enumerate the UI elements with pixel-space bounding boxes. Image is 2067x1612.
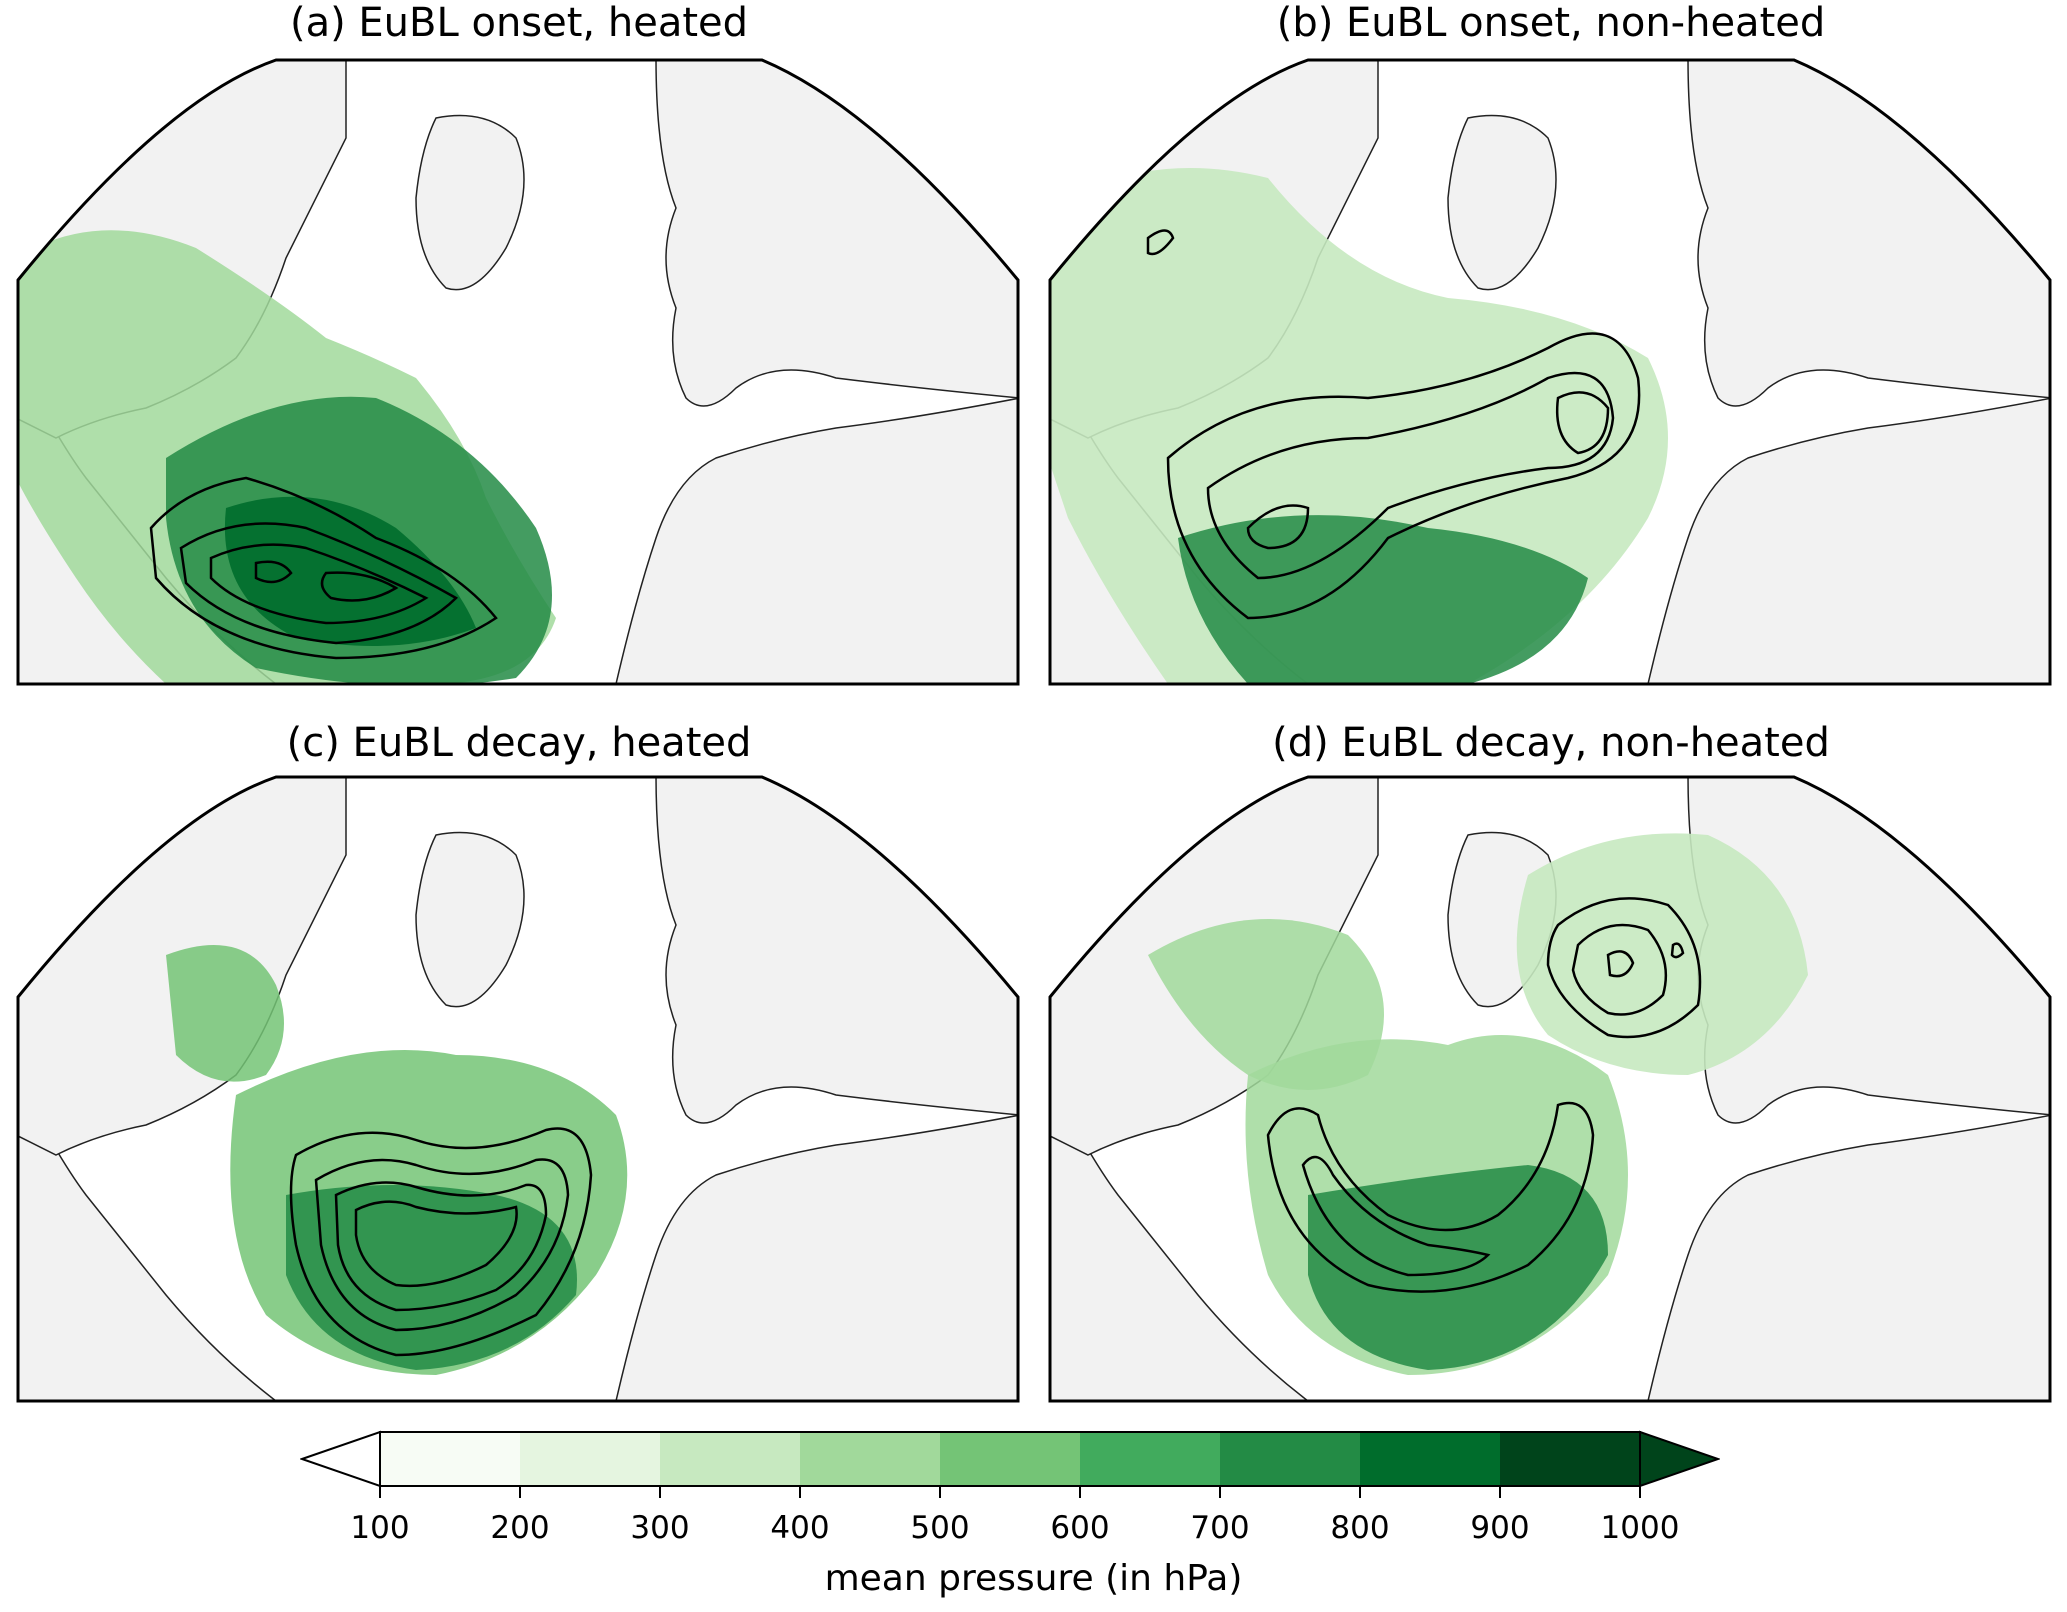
colorbar-frame bbox=[379, 1431, 1641, 1487]
colorbar-tick-label: 1000 bbox=[1600, 1510, 1680, 1546]
panel-c-title: (c) EuBL decay, heated bbox=[286, 720, 752, 766]
colorbar-tick-label: 300 bbox=[630, 1510, 690, 1546]
colorbar bbox=[300, 1430, 1720, 1498]
map-frame bbox=[16, 775, 1020, 1403]
colorbar-segment bbox=[1500, 1432, 1641, 1486]
colorbar-extend-min bbox=[300, 1430, 381, 1488]
panel-d-map bbox=[1048, 775, 2052, 1403]
land-greenland bbox=[415, 831, 525, 1008]
pressure-field-west bbox=[166, 945, 284, 1082]
colorbar-tick-label: 600 bbox=[1050, 1510, 1110, 1546]
land-africa bbox=[1647, 397, 2050, 684]
colorbar-segment bbox=[520, 1432, 661, 1486]
map-frame bbox=[1048, 58, 2052, 686]
density-contours bbox=[289, 1127, 593, 1357]
land-europe bbox=[655, 60, 1018, 407]
land-africa bbox=[615, 397, 1018, 684]
panel-d-title: (d) EuBL decay, non-heated bbox=[1272, 720, 1830, 766]
colorbar-label: mean pressure (in hPa) bbox=[824, 1558, 1243, 1599]
colorbar-tick-label: 900 bbox=[1470, 1510, 1530, 1546]
colorbar-tick-label: 400 bbox=[770, 1510, 830, 1546]
panel-c-map bbox=[16, 775, 1020, 1403]
colorbar-segment bbox=[1080, 1432, 1221, 1486]
panel-a-title: (a) EuBL onset, heated bbox=[289, 0, 749, 46]
colorbar-tick-label: 500 bbox=[910, 1510, 970, 1546]
map-frame bbox=[16, 58, 1020, 686]
colorbar-tick-label: 200 bbox=[490, 1510, 550, 1546]
pressure-field-core bbox=[1178, 515, 1588, 684]
map-frame bbox=[1048, 775, 2052, 1403]
colorbar-segment bbox=[940, 1432, 1081, 1486]
colorbar-ticks bbox=[379, 1486, 1641, 1498]
panel-b-map bbox=[1048, 58, 2052, 686]
colorbar-segment bbox=[1220, 1432, 1361, 1486]
density-contours bbox=[149, 476, 498, 660]
colorbar-extend-max bbox=[1639, 1430, 1720, 1488]
colorbar-segment bbox=[1360, 1432, 1501, 1486]
land-europe bbox=[1687, 60, 2050, 407]
colorbar-segments bbox=[380, 1432, 1641, 1486]
density-contours bbox=[1146, 229, 1641, 620]
pressure-field-max bbox=[224, 496, 476, 646]
land-europe bbox=[655, 777, 1018, 1124]
colorbar-segment bbox=[800, 1432, 941, 1486]
colorbar-segment bbox=[380, 1432, 521, 1486]
colorbar-tick-label: 100 bbox=[350, 1510, 410, 1546]
colorbar-tick-label: 800 bbox=[1330, 1510, 1390, 1546]
pressure-field-core bbox=[1308, 1165, 1608, 1370]
pressure-field-core bbox=[286, 1185, 577, 1370]
land-greenland bbox=[1447, 114, 1557, 291]
land-africa bbox=[615, 1114, 1018, 1401]
density-contours bbox=[1266, 897, 1702, 1293]
panel-a-map bbox=[16, 58, 1020, 686]
colorbar-segment bbox=[660, 1432, 801, 1486]
colorbar-tick-label: 700 bbox=[1190, 1510, 1250, 1546]
land-africa bbox=[1647, 1114, 2050, 1401]
panel-b-title: (b) EuBL onset, non-heated bbox=[1276, 0, 1826, 46]
land-greenland bbox=[415, 114, 525, 291]
